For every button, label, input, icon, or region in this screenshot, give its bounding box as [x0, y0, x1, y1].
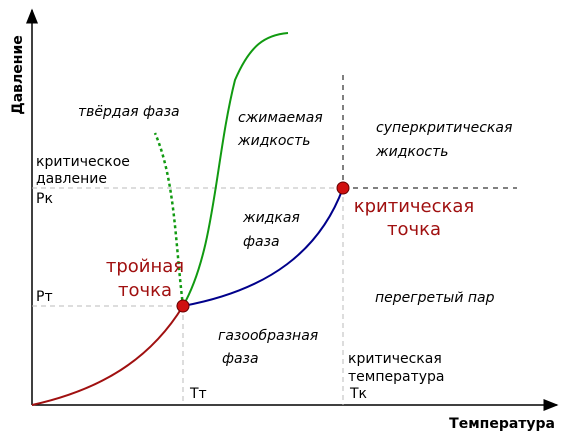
region-label: газообразная: [218, 328, 318, 344]
triple-point: [176, 299, 190, 313]
anomalous-melting-curve: [153, 132, 185, 307]
point-label: точка: [387, 219, 441, 240]
region-label: фаза: [222, 351, 259, 367]
critical-lines: [342, 75, 517, 189]
region-label: сжимаемая: [238, 110, 323, 126]
point-label: тройная: [106, 256, 184, 277]
y-label: Давление: [10, 35, 26, 115]
annotation: температура: [348, 369, 444, 385]
melting-curve: [182, 32, 289, 307]
region-label: твёрдая фаза: [78, 104, 180, 120]
point-label: точка: [118, 280, 172, 301]
x-label: Температура: [449, 416, 555, 432]
sublimation-curve: [31, 305, 184, 406]
annotation: Tк: [349, 386, 367, 402]
critical-point: [336, 181, 350, 195]
annotation: Tт: [189, 386, 207, 402]
region-label: жидкость: [237, 133, 311, 149]
region-label: жидкость: [375, 144, 449, 160]
region-label: перегретый пар: [375, 290, 495, 306]
point-label: критическая: [354, 196, 475, 217]
vaporization-curve: [182, 187, 344, 307]
annotation: давление: [36, 171, 107, 187]
region-label: фаза: [243, 234, 280, 250]
annotation: Pк: [36, 191, 53, 207]
region-label: жидкая: [242, 210, 300, 226]
annotation: критическая: [348, 351, 442, 367]
annotation: критическое: [36, 154, 130, 170]
region-label: суперкритическая: [376, 120, 512, 136]
guides: [32, 187, 344, 405]
annotation: Pт: [36, 289, 53, 305]
